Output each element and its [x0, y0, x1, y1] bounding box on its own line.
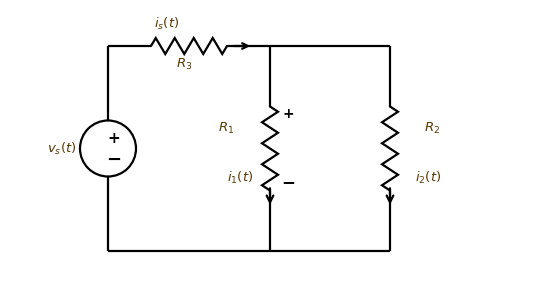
Text: +: +: [282, 107, 294, 121]
Text: $v_s(t)$: $v_s(t)$: [47, 140, 77, 157]
Text: −: −: [281, 174, 295, 192]
Text: $R_3$: $R_3$: [176, 56, 192, 72]
Text: −: −: [106, 151, 121, 169]
Text: $R_1$: $R_1$: [218, 121, 234, 136]
Text: $i_1(t)$: $i_1(t)$: [227, 170, 253, 185]
Text: $i_s(t)$: $i_s(t)$: [154, 16, 179, 32]
Text: $R_2$: $R_2$: [424, 121, 440, 136]
Text: +: +: [107, 131, 120, 146]
Text: $i_2(t)$: $i_2(t)$: [415, 170, 441, 185]
